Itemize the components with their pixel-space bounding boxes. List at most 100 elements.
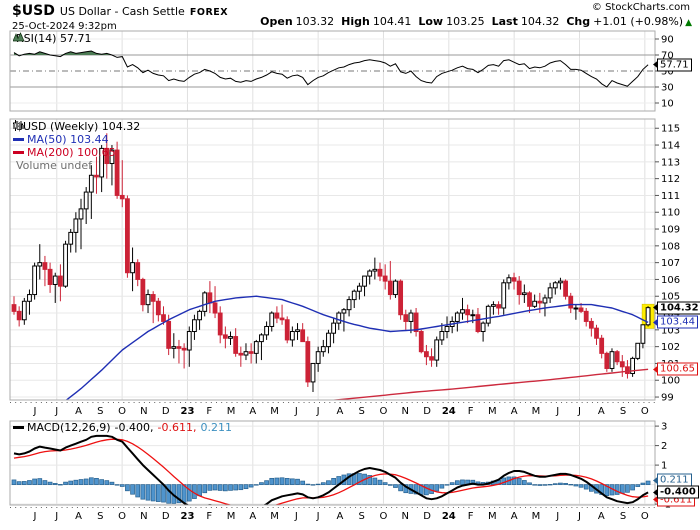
high-value: 104.41 [372,15,412,28]
svg-text:23: 23 [180,406,194,417]
svg-text:S: S [97,406,103,417]
svg-text:O: O [641,511,649,522]
svg-text:107: 107 [661,258,680,269]
svg-text:2: 2 [661,441,667,452]
svg-text:F: F [206,406,212,417]
svg-text:M: M [227,406,236,417]
svg-text:103: 103 [661,325,680,336]
svg-text:S: S [620,511,626,522]
svg-text:1: 1 [661,461,667,472]
rsi-panel: 90 70 50 30 10 [9,30,674,112]
last-price-box: 104.32 [653,301,700,315]
svg-text:O: O [641,406,649,417]
svg-text:50: 50 [661,67,674,78]
svg-text:J: J [555,511,559,522]
svg-text:M: M [270,511,279,522]
symbol-label: $USD [12,3,55,19]
svg-text:O: O [118,406,126,417]
timestamp: 25-Oct-2024 9:32pm [12,21,117,32]
last-label: Last [491,15,518,28]
svg-text:A: A [336,406,343,417]
svg-text:112: 112 [661,174,680,185]
svg-text:N: N [402,511,409,522]
svg-text:108: 108 [661,241,680,252]
svg-text:A: A [75,406,82,417]
svg-text:S: S [359,406,365,417]
svg-text:M: M [532,511,541,522]
svg-text:113: 113 [661,157,680,168]
low-value: 103.25 [446,15,485,28]
macd-panel: 321-1 [9,420,671,511]
ma200-value-box: 100.65 [653,362,698,376]
svg-text:J: J [316,406,320,417]
svg-text:106: 106 [661,275,680,286]
svg-text:J: J [577,511,581,522]
svg-text:O: O [380,511,388,522]
svg-text:D: D [162,511,170,522]
svg-text:D: D [162,406,170,417]
open-value: 103.32 [295,15,335,28]
svg-text:J: J [294,406,298,417]
svg-text:24: 24 [442,406,456,417]
title-line: $USD US Dollar - Cash Settle FOREX [12,3,228,19]
svg-text:O: O [118,511,126,522]
svg-text:M: M [227,511,236,522]
svg-text:D: D [423,511,431,522]
copyright: © StockCharts.com [591,2,690,13]
svg-text:F: F [468,406,474,417]
price-panel: 1151141131121111101091081071061051041031… [9,118,680,404]
svg-text:J: J [555,406,559,417]
high-label: High [341,15,370,28]
svg-text:D: D [423,406,431,417]
quote-strip: Open 103.32 High 104.41 Low 103.25 Last 104.32 C… [253,15,692,28]
svg-text:A: A [598,406,605,417]
ma200-line [328,368,649,400]
x-axis: J J A S O N D 23 F M A M J J A S O N D 24 F M A M J J A S O J J A S O N D 23… [10,402,655,522]
svg-text:109: 109 [661,225,680,236]
chg-value: +1.01 (+0.98%) [593,15,684,28]
svg-text:105: 105 [661,292,680,303]
svg-text:J: J [577,406,581,417]
svg-text:M: M [270,406,279,417]
open-label: Open [260,15,293,28]
svg-text:M: M [488,406,497,417]
svg-text:F: F [468,511,474,522]
svg-text:S: S [620,406,626,417]
svg-text:24: 24 [442,511,456,522]
svg-text:M: M [532,406,541,417]
svg-text:23: 23 [180,511,194,522]
svg-text:A: A [75,511,82,522]
svg-text:A: A [249,511,256,522]
svg-text:S: S [359,511,365,522]
svg-text:A: A [336,511,343,522]
svg-text:J: J [54,511,58,522]
svg-text:J: J [316,511,320,522]
low-label: Low [418,15,444,28]
svg-text:M: M [488,511,497,522]
svg-text:100: 100 [661,376,680,387]
svg-text:J: J [33,511,37,522]
last-value: 104.32 [520,15,560,28]
svg-text:115: 115 [661,124,680,135]
svg-text:J: J [294,511,298,522]
svg-text:90: 90 [661,35,674,46]
ma50-line [65,295,649,400]
svg-text:A: A [249,406,256,417]
svg-text:10: 10 [661,99,674,110]
svg-text:A: A [598,511,605,522]
macd-value-box: -0.400 [653,485,699,499]
macd-line [13,434,649,505]
svg-text:114: 114 [661,141,680,152]
security-name: US Dollar - Cash Settle [59,5,185,18]
exchange-label: FOREX [189,7,229,18]
svg-text:N: N [140,511,147,522]
svg-text:O: O [380,406,388,417]
svg-text:99: 99 [661,393,674,404]
svg-text:111: 111 [661,191,680,202]
svg-text:J: J [54,406,58,417]
svg-text:S: S [97,511,103,522]
svg-text:110: 110 [661,208,680,219]
svg-text:102: 102 [661,342,680,353]
